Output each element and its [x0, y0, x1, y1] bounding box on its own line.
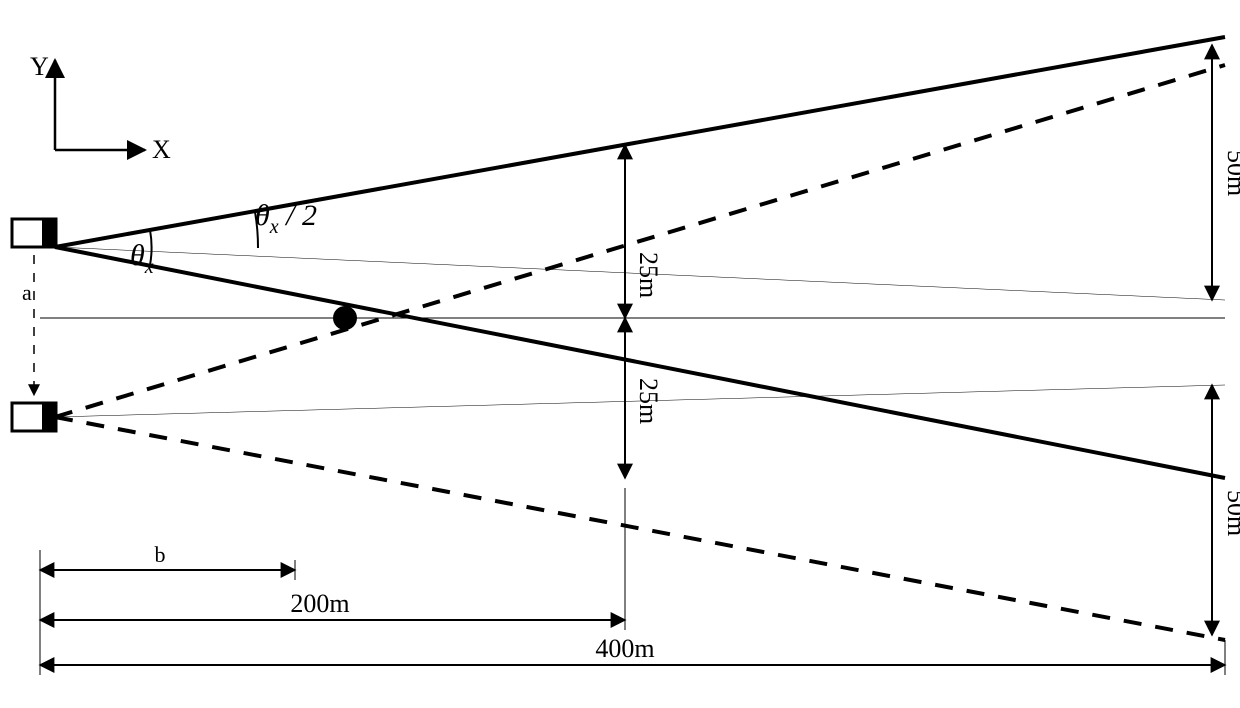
coordinate-axes: Y X — [30, 52, 171, 164]
dim-25m-top-label: 25m — [634, 252, 663, 298]
angle-theta-half: θx / 2 — [255, 199, 317, 248]
dim-50m-top: 50m — [1212, 45, 1240, 300]
sensor1-icon — [12, 219, 56, 247]
fov-diagram: Y X a θx θx / 2 — [0, 0, 1240, 708]
dim-50m-top-label: 50m — [1222, 150, 1240, 196]
dim-25m-bot-label: 25m — [634, 378, 663, 424]
b-label: b — [155, 542, 166, 567]
sensor2-fov — [55, 65, 1225, 640]
theta-label: θx — [130, 239, 154, 278]
x-axis-label: X — [152, 135, 171, 164]
dim-25m-bot: 25m — [625, 318, 663, 478]
y-axis-label: Y — [30, 52, 49, 81]
dim-200m: 200m — [40, 589, 625, 620]
dim-200m-label: 200m — [290, 589, 349, 618]
sensor2-fov-lower — [55, 417, 1225, 640]
dim-400m: 400m — [40, 634, 1225, 665]
sensor2-icon — [12, 403, 56, 431]
sensor1-fov-upper — [55, 37, 1225, 247]
a-label: a — [22, 280, 32, 305]
dim-50m-bot: 50m — [1212, 385, 1240, 635]
dim-25m-top: 25m — [625, 145, 663, 318]
a-dimension: a — [22, 255, 34, 395]
dim-b: b — [40, 542, 295, 570]
theta-half-label: θx / 2 — [255, 199, 317, 238]
target-point — [333, 306, 357, 330]
dim-400m-label: 400m — [595, 634, 654, 663]
angle-theta: θx — [130, 230, 154, 278]
dim-50m-bot-label: 50m — [1222, 490, 1240, 536]
